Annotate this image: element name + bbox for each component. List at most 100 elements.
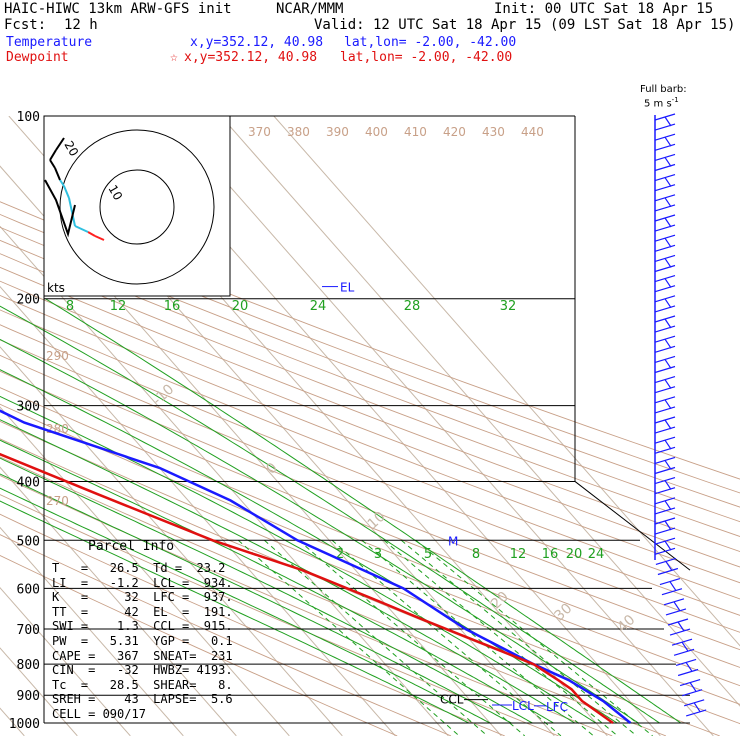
pressure-label: 700: [17, 623, 40, 638]
dry-adiabat-line: [0, 494, 559, 736]
wind-barb: [654, 244, 676, 252]
wind-barb-flag: [664, 379, 672, 389]
wind-barb-flag: [664, 439, 672, 450]
wind-barb: [686, 709, 707, 717]
model-title: HAIC-HIWC 13km ARW-GFS init: [4, 1, 232, 17]
wind-barb: [681, 689, 703, 697]
dry-adiabat-line: [0, 555, 398, 736]
pressure-label: 800: [17, 658, 40, 673]
isotherm-line: [0, 587, 131, 736]
wind-barb: [654, 184, 676, 192]
dewpoint-legend: Dewpoint: [6, 50, 69, 65]
wind-barb-flag: [664, 359, 672, 369]
wind-barb-flag: [664, 197, 672, 208]
mixing-ratio-label: 5: [424, 547, 432, 562]
lfc-label: LFC: [546, 700, 568, 714]
mixing-ratio-line: [331, 539, 562, 736]
dry-adiabat-line: [0, 266, 740, 553]
mixing-ratio-lines: [237, 539, 653, 736]
init-time: Init: 00 UTC Sat 18 Apr 15: [494, 1, 714, 17]
wind-barb-flag: [677, 621, 685, 632]
pressure-label: 400: [17, 475, 40, 490]
parcel-level-labels: EL M CCL LCL LFC: [322, 281, 568, 714]
m-label: M: [448, 534, 458, 548]
mixing-ratio-label: 24: [588, 547, 605, 562]
lcl-label: LCL: [512, 699, 534, 713]
wind-barb: [654, 527, 676, 535]
wind-barb: [654, 547, 676, 555]
theta-label: 410: [404, 125, 427, 139]
dry-adiabat-line: [0, 213, 740, 494]
wind-barb: [654, 345, 676, 353]
dry-adiabat-line: [0, 324, 740, 616]
temperature-xy: x,y=352.12, 40.98: [190, 35, 324, 50]
theta-label: 380: [287, 125, 310, 139]
wind-barb-flag: [689, 682, 697, 692]
wind-barb-flag: [664, 480, 672, 490]
wind-barb: [654, 507, 676, 515]
hodograph-units: kts: [47, 281, 65, 295]
wind-barb-flag: [664, 136, 672, 147]
wind-barb-flag: [664, 460, 672, 470]
isotherm-line: [0, 285, 396, 736]
theta-label: 370: [248, 125, 271, 139]
moist-adiabat-label: 24: [310, 299, 327, 314]
barb-key-units: 5 m s-1: [644, 95, 679, 109]
pressure-label: 500: [17, 534, 40, 549]
dry-adiabat-line: [0, 387, 740, 687]
pressure-label: 200: [17, 293, 40, 308]
wind-barb-flag: [681, 641, 689, 652]
wind-barb-flag: [664, 500, 672, 511]
wind-barb-flag: [664, 399, 672, 410]
dry-adiabat-line: [0, 294, 740, 584]
wind-barb-flag: [664, 540, 672, 551]
el-label: EL: [340, 281, 355, 295]
mixing-ratio-label: 16: [542, 547, 559, 562]
parcel-info-row: CELL = 090/17: [52, 707, 146, 721]
mixing-ratio-line: [237, 539, 460, 736]
wind-barbs: [654, 113, 707, 717]
mixing-ratio-line: [400, 539, 638, 736]
wind-barb: [654, 446, 676, 454]
parcel-info-row: CIN = -32 HWBZ= 4193.: [52, 663, 233, 678]
hodograph-segment: [55, 137, 65, 151]
moist-adiabat-label: 28: [404, 299, 421, 314]
pressure-label: 100: [17, 110, 40, 125]
pressure-label: 1000: [9, 717, 40, 732]
wind-barb-flag: [669, 581, 677, 591]
dry-adiabat-line: [0, 475, 613, 736]
theta-label: 290: [46, 349, 69, 363]
pressure-label: 300: [17, 400, 40, 415]
sounding-lines: [0, 409, 632, 725]
isotherm-line: [0, 526, 184, 736]
hodograph-ring: [99, 169, 175, 245]
dry-adiabat-line: [0, 420, 740, 725]
isotherm-line: [0, 225, 449, 736]
mixing-ratio-line: [415, 539, 653, 736]
fcst-label: Fcst:: [4, 17, 47, 33]
parcel-info-row: LI = -1.2 LCL = 934.: [52, 575, 233, 590]
dewpoint-latlon: lat,lon= -2.00, -42.00: [340, 50, 513, 65]
dry-adiabat-lines: [0, 201, 740, 736]
moist-adiabat-label: 20: [232, 299, 249, 314]
valid-time: Valid: 12 UTC Sat 18 Apr 15 (09 LST Sat …: [314, 17, 736, 33]
theta-label: 270: [46, 494, 69, 508]
isotherm-line: [273, 116, 740, 647]
barb-key-units-text: 5 m s: [644, 98, 672, 110]
hodograph-segment: [87, 231, 96, 237]
axis-labels: 100 200 300 400 500 600 700 800 900 1000 -10 0 10 20 3…: [9, 110, 639, 732]
moist-adiabat-label: 16: [164, 299, 181, 314]
wind-barb: [654, 406, 676, 414]
parcel-info-row: CAPE = 367 SNEAT= 231: [52, 648, 233, 663]
wind-barb: [677, 668, 699, 677]
wind-barb-flag: [664, 157, 672, 167]
parcel-info-row: K = 32 LFC = 937.: [52, 590, 233, 605]
isotherm-label: 0: [264, 460, 281, 478]
wind-barb: [654, 224, 676, 232]
hodograph-segment: [49, 149, 57, 161]
hodograph-ring: [59, 129, 215, 285]
dry-adiabat-line: [0, 339, 740, 633]
dry-adiabat-line: [0, 253, 740, 537]
parcel-info-row: T = 26.5 Td = 23.2: [52, 561, 226, 575]
theta-label: 420: [443, 125, 466, 139]
